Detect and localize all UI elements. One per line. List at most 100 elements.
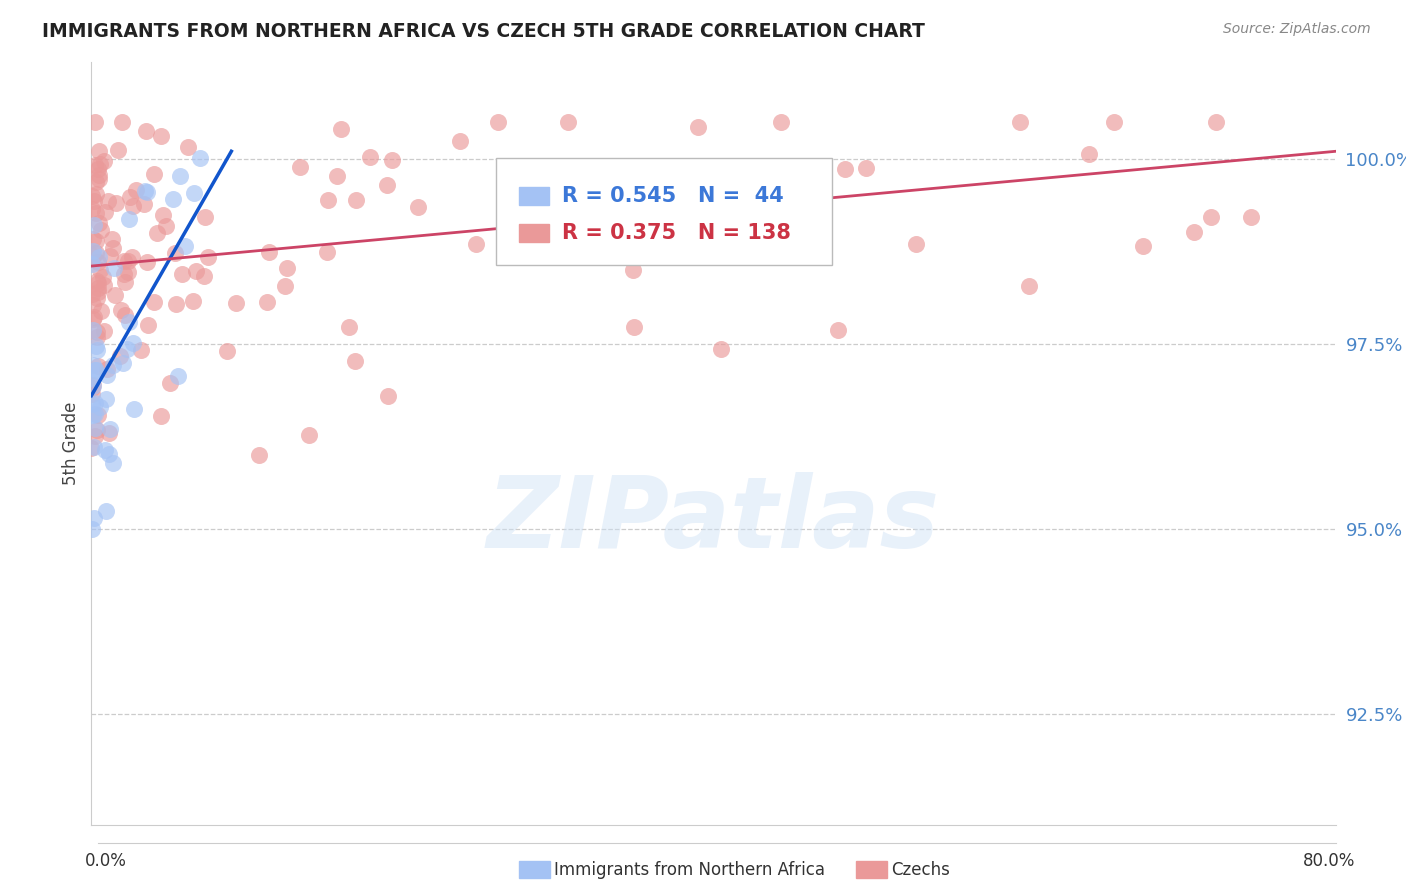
Point: [710, 342, 733, 356]
Text: Source: ZipAtlas.com: Source: ZipAtlas.com: [1223, 22, 1371, 37]
Point: [94, 392, 117, 406]
Point: [194, 210, 217, 224]
Point: [834, 161, 856, 176]
Point: [449, 134, 471, 148]
Point: [172, 267, 194, 281]
Point: [107, 144, 129, 158]
Point: [101, 241, 124, 255]
Point: [132, 197, 155, 211]
Point: [90, 304, 112, 318]
Point: [84, 428, 107, 442]
Point: [135, 255, 157, 269]
FancyBboxPatch shape: [496, 158, 832, 265]
Point: [122, 199, 145, 213]
Point: [83, 396, 105, 410]
Point: [82, 397, 104, 411]
Point: [762, 195, 785, 210]
Point: [621, 262, 644, 277]
Point: [82, 244, 104, 258]
Point: [118, 211, 141, 226]
Point: [83, 158, 105, 172]
Point: [142, 167, 165, 181]
Point: [169, 169, 191, 183]
Point: [82, 311, 104, 326]
Point: [80, 202, 103, 217]
Point: [86, 281, 108, 295]
Point: [162, 192, 184, 206]
Point: [93, 153, 115, 168]
Point: [165, 297, 187, 311]
Point: [87, 255, 110, 269]
Point: [1104, 114, 1126, 128]
Point: [343, 354, 366, 368]
Point: [83, 408, 105, 422]
Point: [87, 168, 110, 182]
Point: [80, 287, 103, 301]
Point: [375, 178, 398, 192]
Point: [647, 244, 669, 259]
Point: [159, 376, 181, 391]
Point: [1078, 147, 1101, 161]
Point: [97, 447, 120, 461]
Point: [904, 237, 927, 252]
Point: [114, 276, 136, 290]
Point: [117, 254, 139, 268]
Point: [94, 205, 117, 219]
Point: [96, 362, 118, 376]
Point: [298, 427, 321, 442]
Point: [135, 124, 157, 138]
Point: [82, 249, 104, 263]
Text: R = 0.375   N = 138: R = 0.375 N = 138: [562, 223, 790, 243]
Point: [83, 511, 105, 525]
Point: [225, 296, 247, 310]
Point: [86, 274, 108, 288]
Point: [86, 291, 108, 305]
Point: [406, 200, 429, 214]
Point: [359, 150, 381, 164]
Point: [110, 303, 132, 318]
Point: [90, 223, 112, 237]
Text: 0.0%: 0.0%: [84, 852, 127, 870]
Point: [256, 295, 278, 310]
Point: [82, 298, 104, 312]
Point: [82, 378, 104, 392]
Point: [1008, 114, 1031, 128]
Point: [776, 211, 799, 225]
Text: R = 0.545   N =  44: R = 0.545 N = 44: [562, 186, 783, 206]
Point: [86, 325, 108, 339]
Point: [89, 156, 111, 170]
Point: [183, 186, 205, 200]
Point: [344, 193, 367, 207]
Point: [89, 262, 111, 277]
Point: [186, 264, 208, 278]
Point: [1018, 279, 1040, 293]
Point: [87, 250, 110, 264]
Point: [103, 457, 125, 471]
Point: [83, 363, 105, 377]
Point: [112, 254, 135, 268]
Point: [83, 114, 105, 128]
Point: [827, 323, 849, 337]
Point: [87, 276, 110, 290]
Point: [89, 144, 111, 158]
Point: [84, 407, 107, 421]
Point: [96, 368, 118, 382]
Point: [330, 122, 353, 136]
Point: [108, 349, 131, 363]
Point: [104, 287, 127, 301]
Point: [86, 285, 108, 300]
Point: [82, 378, 104, 392]
Point: [80, 522, 103, 536]
Point: [83, 218, 105, 232]
Point: [197, 250, 219, 264]
Point: [855, 161, 877, 175]
Point: [163, 245, 186, 260]
Point: [80, 257, 103, 271]
Point: [96, 504, 118, 518]
Point: [94, 442, 117, 457]
Point: [80, 370, 103, 384]
Point: [122, 336, 145, 351]
Point: [638, 185, 661, 199]
Point: [84, 235, 107, 249]
Point: [318, 194, 340, 208]
